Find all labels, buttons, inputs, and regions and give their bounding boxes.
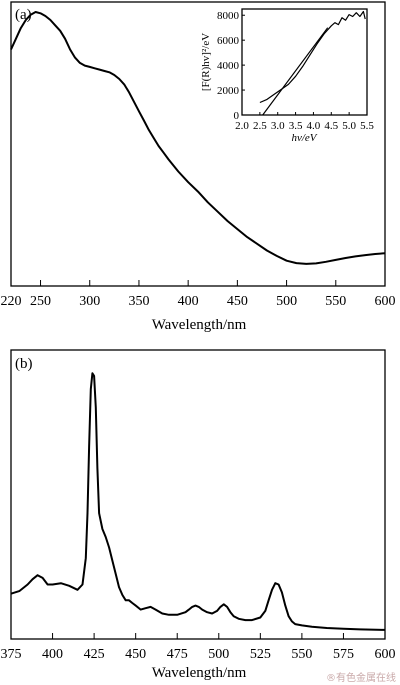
panel-a-x-tick-label: 500 <box>276 294 297 309</box>
panel-b-x-tick-label: 375 <box>1 647 22 662</box>
panel-a-x-tick-label: 250 <box>30 294 51 309</box>
panel-a-x-tick-label: 220 <box>1 294 22 309</box>
inset-ticks: 2.0 2.5 3.0 3.5 4.0 4.5 5.0 5.5 0 2000 4000 6000 800… <box>217 10 374 132</box>
panel-b-x-tick-label: 400 <box>42 647 63 662</box>
inset-x-tick-label: 5.0 <box>342 120 356 132</box>
panel-a-x-ticks: 220 250 300 350 400 450 500 550 600 <box>1 280 396 309</box>
panel-b-x-tick-label: 450 <box>125 647 146 662</box>
panel-b-x-tick-label: 425 <box>84 647 105 662</box>
panel-b-x-tick-label: 550 <box>291 647 312 662</box>
panel-b-x-axis-label: Wavelength/nm <box>152 665 247 681</box>
inset-x-tick-label: 3.5 <box>289 120 303 132</box>
panel-a-x-tick-label: 350 <box>128 294 149 309</box>
panel-a-x-tick-label: 600 <box>375 294 396 309</box>
inset-x-tick-label: 4.0 <box>307 120 321 132</box>
panel-a: (a) 220 250 300 350 400 450 500 550 600 Waveleng… <box>1 1 396 333</box>
panel-b-frame <box>10 349 386 640</box>
panel-b-x-tick-label: 500 <box>208 647 229 662</box>
inset-y-tick-label: 8000 <box>217 10 240 22</box>
inset-chart: 2.0 2.5 3.0 3.5 4.0 4.5 5.0 5.5 0 2000 4000 6000 800… <box>200 8 374 144</box>
inset-x-tick-label: 3.0 <box>271 120 285 132</box>
panel-a-x-tick-label: 550 <box>325 294 346 309</box>
panel-a-x-tick-label: 400 <box>178 294 199 309</box>
inset-x-tick-label: 5.5 <box>360 120 374 132</box>
panel-b-series-line <box>10 372 386 631</box>
inset-frame <box>241 8 368 116</box>
inset-x-tick-label: 4.5 <box>324 120 338 132</box>
inset-x-tick-label: 2.0 <box>235 120 249 132</box>
inset-x-axis-label: hv/eV <box>291 132 317 144</box>
panel-b-x-tick-label: 600 <box>375 647 396 662</box>
panel-a-x-tick-label: 450 <box>227 294 248 309</box>
inset-y-tick-label: 0 <box>234 110 240 122</box>
inset-y-tick-label: 4000 <box>217 60 240 72</box>
panel-b-x-ticks: 375 400 425 450 475 500 525 550 575 600 <box>1 633 396 662</box>
panel-b-x-tick-label: 475 <box>167 647 188 662</box>
watermark: ®有色金属在线 <box>326 671 396 684</box>
panel-a-frame <box>10 1 386 287</box>
inset-x-tick-label: 2.5 <box>253 120 267 132</box>
inset-fit-line <box>262 27 329 116</box>
panel-a-x-tick-label: 300 <box>79 294 100 309</box>
panel-b-x-tick-label: 575 <box>333 647 354 662</box>
inset-y-axis-label: [F(R)hv]²/eV <box>200 33 212 91</box>
panel-a-series-line <box>10 11 386 265</box>
panel-a-x-axis-label: Wavelength/nm <box>152 317 247 333</box>
panel-b-label: (b) <box>15 356 33 372</box>
panel-b-x-tick-label: 525 <box>250 647 271 662</box>
inset-series-line <box>259 10 366 104</box>
inset-y-tick-label: 2000 <box>217 85 240 97</box>
panel-b: (b) 375 400 425 450 475 500 525 550 575 600 Wavel… <box>1 349 396 681</box>
inset-y-tick-label: 6000 <box>217 35 240 47</box>
